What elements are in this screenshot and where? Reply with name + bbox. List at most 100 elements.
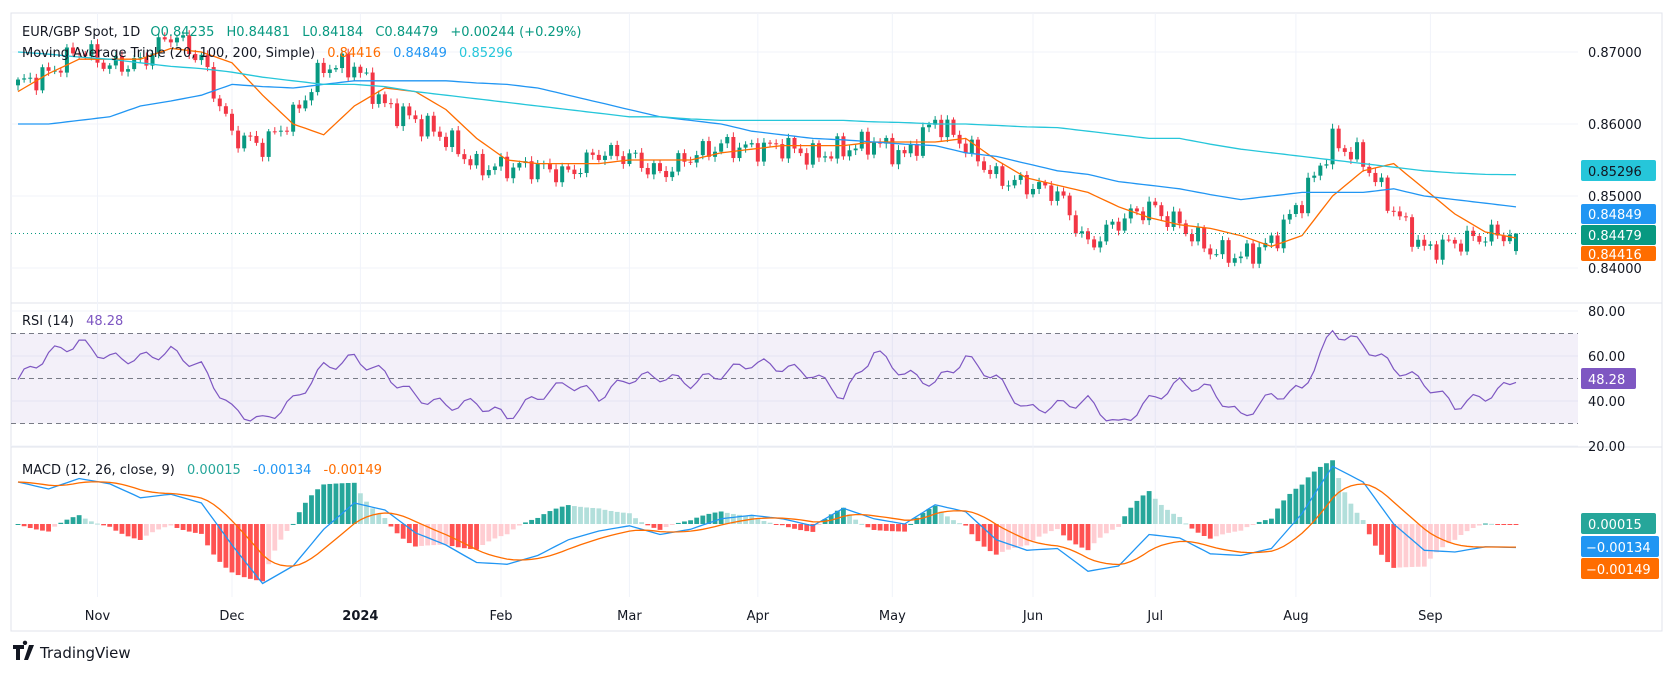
candle[interactable] [1348,151,1353,160]
candle[interactable] [205,54,210,68]
candle[interactable] [1379,177,1384,183]
candle[interactable] [217,98,222,107]
candle[interactable] [816,143,821,158]
candle[interactable] [994,166,999,175]
candle[interactable] [841,136,846,157]
candle[interactable] [181,35,186,38]
candle[interactable] [1373,172,1378,183]
candle[interactable] [725,136,730,144]
candle[interactable] [370,72,375,104]
candle[interactable] [896,150,901,165]
candle[interactable] [236,130,241,149]
candle[interactable] [682,153,687,162]
candle[interactable] [1238,256,1243,259]
candle[interactable] [1287,214,1292,220]
candle[interactable] [113,56,118,66]
candle[interactable] [1104,224,1109,242]
candle[interactable] [963,143,968,154]
candle[interactable] [492,166,497,171]
candle[interactable] [291,104,296,132]
candle[interactable] [547,163,552,170]
candle[interactable] [1416,239,1421,247]
candle[interactable] [156,37,161,54]
candle[interactable] [119,56,124,72]
candle[interactable] [297,104,302,109]
candle[interactable] [1458,243,1463,252]
candle[interactable] [511,167,516,179]
candle[interactable] [1269,235,1274,243]
candle[interactable] [1000,166,1005,186]
candle[interactable] [388,103,393,105]
candle[interactable] [1465,230,1470,252]
rsi-legend[interactable]: RSI (14) 48.28 [22,314,123,329]
candle[interactable] [829,156,834,159]
candle[interactable] [480,153,485,176]
candle[interactable] [554,169,559,183]
candle[interactable] [566,166,571,170]
candle[interactable] [633,152,638,154]
candle[interactable] [1073,215,1078,234]
candle[interactable] [1024,174,1029,195]
candle[interactable] [1312,175,1317,178]
candle[interactable] [89,44,94,57]
candle[interactable] [1293,205,1298,215]
candle[interactable] [902,150,907,154]
candle[interactable] [670,171,675,178]
candle[interactable] [1336,128,1341,149]
candle[interactable] [1018,174,1023,180]
candle[interactable] [1116,221,1121,231]
candle[interactable] [254,135,259,143]
candle[interactable] [58,70,63,73]
candle[interactable] [71,47,76,54]
candle[interactable] [560,166,565,183]
candle[interactable] [602,155,607,160]
candle[interactable] [1153,201,1158,206]
candle[interactable] [16,79,20,86]
candle[interactable] [1043,182,1048,186]
candle[interactable] [645,167,650,175]
candle[interactable] [321,62,326,74]
y-axis[interactable]: 0.84000 0.85000 0.86000 0.87000 20.00 40.00 60… [1588,46,1642,455]
candle[interactable] [101,62,106,69]
candle[interactable] [627,153,632,164]
candle[interactable] [774,143,779,145]
candle[interactable] [1251,243,1256,264]
candle[interactable] [1244,243,1249,257]
candle[interactable] [1275,235,1280,249]
candle[interactable] [1397,211,1402,217]
candle[interactable] [1122,218,1127,231]
candle[interactable] [431,115,436,132]
candle[interactable] [22,78,27,80]
candle[interactable] [890,137,895,165]
candle[interactable] [1110,221,1115,225]
candle[interactable] [798,148,803,154]
candle[interactable] [285,130,290,132]
candle[interactable] [945,119,950,138]
candle[interactable] [658,163,662,172]
candle[interactable] [1263,242,1268,248]
candle[interactable] [327,69,332,74]
candle[interactable] [223,106,228,114]
candle[interactable] [364,72,369,74]
candle[interactable] [1300,205,1304,214]
candle[interactable] [1318,165,1323,176]
candle[interactable] [1355,142,1360,160]
candle[interactable] [450,130,455,148]
candle[interactable] [107,65,112,69]
candle[interactable] [768,142,773,144]
candle[interactable] [1428,244,1433,246]
candle[interactable] [755,143,760,162]
candle[interactable] [535,164,540,180]
candle[interactable] [1214,254,1219,256]
candle[interactable] [1202,227,1207,249]
candle[interactable] [376,94,381,104]
candle[interactable] [346,53,351,78]
candle[interactable] [95,44,100,63]
candle[interactable] [401,106,406,127]
candle[interactable] [193,54,198,61]
candle[interactable] [609,144,614,156]
macd-legend[interactable]: MACD (12, 26, close, 9) 0.00015 -0.00134… [22,463,382,478]
candle[interactable] [700,141,705,156]
candle[interactable] [1226,240,1231,263]
candle[interactable] [230,113,234,131]
